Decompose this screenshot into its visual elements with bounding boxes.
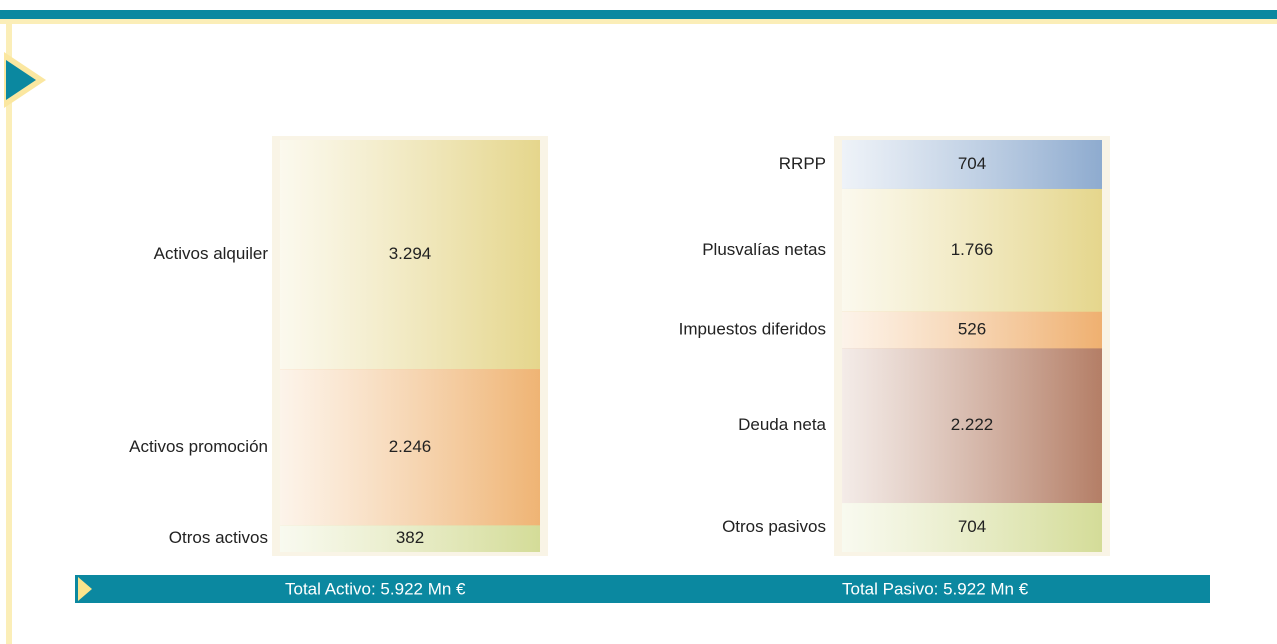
segment xyxy=(280,525,540,552)
segment-label: Otros pasivos xyxy=(722,517,826,536)
segment-value: 526 xyxy=(958,320,986,339)
left-border xyxy=(6,24,12,644)
top-band-light xyxy=(0,19,1277,24)
segment-label: Activos alquiler xyxy=(154,244,269,263)
footer-arrow xyxy=(78,577,92,601)
segment xyxy=(842,348,1102,504)
segment-value: 1.766 xyxy=(951,240,994,259)
segment xyxy=(280,140,540,370)
segment-label: Deuda neta xyxy=(738,415,826,434)
segment-label: RRPP xyxy=(779,154,826,173)
segment-label: Impuestos diferidos xyxy=(679,320,826,339)
top-band xyxy=(0,10,1277,19)
corner-arrow xyxy=(6,60,36,100)
total-label: Total Pasivo: 5.922 Mn € xyxy=(842,579,1029,598)
segment-value: 382 xyxy=(396,528,424,547)
footer-band xyxy=(75,575,1210,603)
segment xyxy=(842,311,1102,349)
segment-value: 2.222 xyxy=(951,415,994,434)
segment xyxy=(842,140,1102,189)
segment-value: 704 xyxy=(958,154,986,173)
segment xyxy=(842,503,1102,552)
segment-label: Otros activos xyxy=(169,528,268,547)
total-label: Total Activo: 5.922 Mn € xyxy=(285,579,466,598)
segment xyxy=(842,188,1102,312)
segment-value: 2.246 xyxy=(389,437,432,456)
segment-value: 3.294 xyxy=(389,244,432,263)
segment-label: Activos promoción xyxy=(129,437,268,456)
segment-value: 704 xyxy=(958,517,986,536)
segment xyxy=(280,369,540,526)
segment-label: Plusvalías netas xyxy=(702,240,826,259)
